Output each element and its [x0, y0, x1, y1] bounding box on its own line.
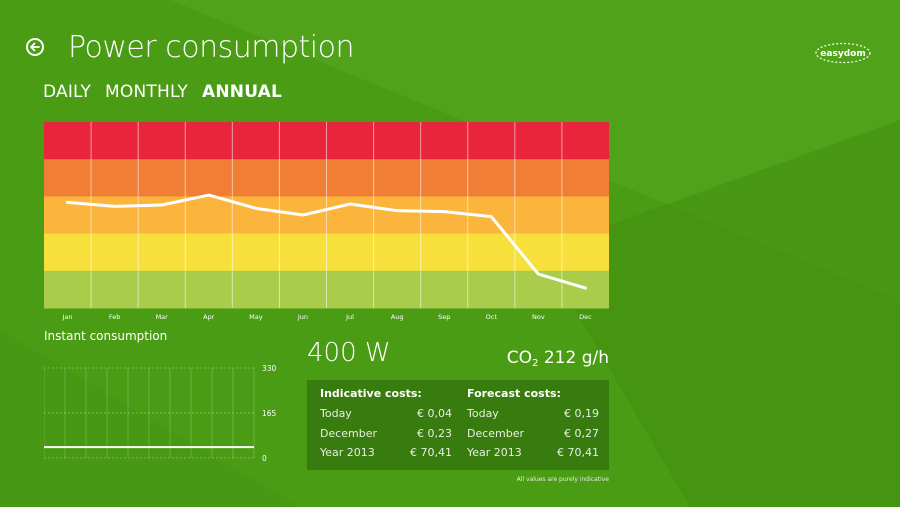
cost-row: Year 2013 € 70,41 — [320, 446, 452, 466]
x-tick-label: Dec — [579, 313, 592, 321]
cost-value: € 0,19 — [564, 407, 599, 420]
cost-label: December — [320, 426, 378, 440]
tab-monthly[interactable]: MONTHLY — [105, 82, 188, 102]
cost-row: December € 0,23 — [320, 427, 452, 447]
chart-point — [113, 205, 116, 208]
indicative-costs-heading: Indicative costs: — [320, 387, 422, 400]
chart-point — [255, 207, 257, 210]
chart-point — [66, 201, 69, 204]
instant-consumption-title: Instant consumption — [44, 329, 168, 343]
period-tabs: DAILY MONTHLY ANNUAL — [43, 82, 282, 102]
indicative-costs: Indicative costs: Today € 0,04 December € … — [320, 387, 452, 466]
costs-panel: Indicative costs: Today € 0,04 December € … — [307, 380, 609, 470]
cost-label: Today — [320, 407, 352, 420]
back-arrow-icon — [30, 42, 40, 52]
tab-annual[interactable]: ANNUAL — [201, 82, 283, 102]
forecast-costs: Forecast costs: Today € 0,19 December € 0,… — [467, 387, 599, 466]
co2-label: CO — [506, 348, 533, 368]
easydom-logo: easydom — [815, 42, 871, 64]
x-tick-label: Nov — [532, 313, 545, 321]
x-tick-label: Aug — [391, 313, 404, 321]
chart-point — [160, 204, 163, 206]
cost-label: December — [467, 426, 525, 440]
annual-consumption-chart: Jan Feb Mar Apr May Jun Jul Aug Sep Oct Nov Dec — [44, 122, 609, 321]
cost-value: € 0,23 — [417, 426, 452, 440]
chart-point — [537, 273, 540, 275]
cost-row: Today € 0,19 — [467, 407, 599, 427]
disclaimer-note: All values are purely indicative — [516, 476, 609, 483]
cost-value: € 0,04 — [417, 407, 452, 420]
x-tick-label: Apr — [203, 313, 215, 321]
co2-readout: CO2 212 g/h — [507, 348, 609, 369]
co2-value: 212 g/h — [543, 348, 609, 368]
cost-label: Year 2013 — [467, 446, 522, 459]
cost-row: Year 2013 € 70,41 — [467, 446, 599, 466]
logo-text: easydom — [820, 49, 865, 59]
chart-point — [207, 194, 210, 196]
cost-value: € 70,41 — [410, 446, 452, 459]
x-tick-label: Sep — [438, 313, 450, 321]
chart-point — [490, 215, 493, 218]
chart-point — [349, 203, 351, 205]
cost-value: € 70,41 — [557, 446, 599, 459]
current-power-value: 400 W — [307, 338, 391, 368]
x-tick-label: Jul — [345, 313, 354, 321]
x-tick-label: Jun — [297, 313, 308, 321]
x-tick-label: Oct — [486, 313, 498, 321]
co2-subscript: 2 — [532, 358, 539, 369]
forecast-costs-heading: Forecast costs: — [467, 387, 561, 400]
chart-point — [443, 210, 446, 213]
chart-point — [396, 209, 398, 212]
back-button[interactable] — [26, 38, 44, 56]
cost-row: Today € 0,04 — [320, 407, 452, 427]
cost-label: Year 2013 — [320, 446, 375, 459]
x-tick-label: Feb — [109, 313, 121, 321]
x-tick-label: Mar — [156, 313, 169, 321]
cost-row: December € 0,27 — [467, 427, 599, 447]
page-title: Power consumption — [68, 30, 354, 65]
annual-series-line — [66, 193, 587, 290]
cost-value: € 0,27 — [564, 426, 599, 440]
x-tick-label: Jan — [62, 313, 73, 321]
chart-point — [302, 214, 304, 216]
x-tick-label: May — [249, 313, 263, 321]
cost-label: Today — [467, 407, 499, 420]
tab-daily[interactable]: DAILY — [43, 82, 92, 102]
chart-point — [584, 287, 587, 289]
y-tick-label: 3300 — [262, 364, 276, 373]
y-tick-label: 0 — [262, 454, 267, 463]
